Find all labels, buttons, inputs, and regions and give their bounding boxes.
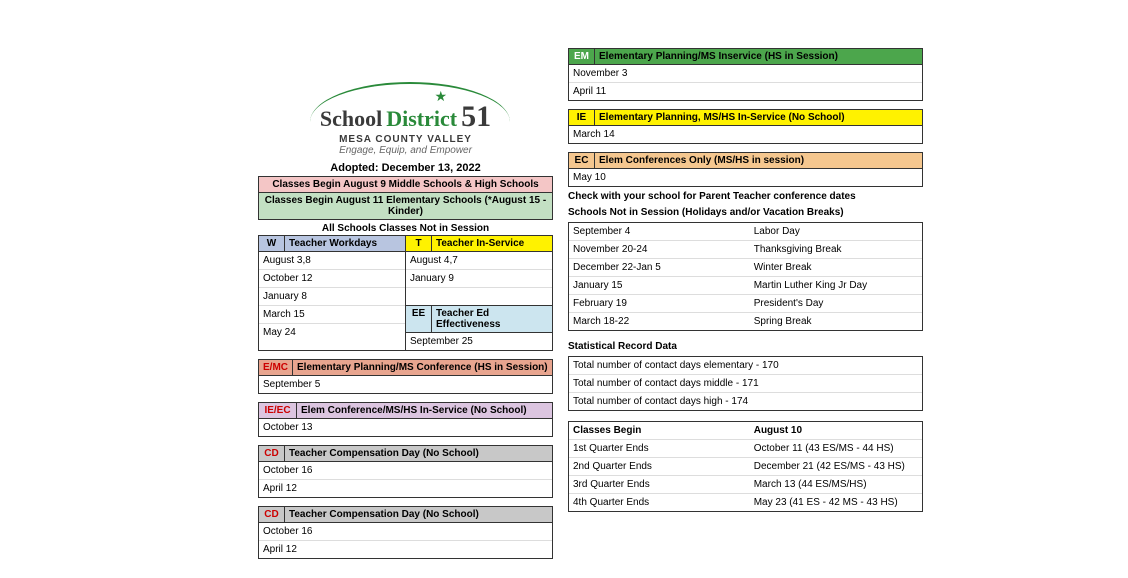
ec-date: May 10 — [569, 169, 922, 186]
holiday-name: Thanksgiving Break — [754, 244, 918, 255]
holidays-title: Schools Not in Session (Holidays and/or … — [568, 205, 923, 220]
quarter-name: 3rd Quarter Ends — [573, 479, 754, 490]
workdays-date: May 24 — [259, 324, 405, 341]
holiday-date: November 20-24 — [573, 244, 754, 255]
emc-code: E/MC — [259, 360, 293, 375]
ec-block: EC Elem Conferences Only (MS/HS in sessi… — [568, 152, 923, 187]
ieec-date: October 13 — [259, 419, 552, 436]
check-note: Check with your school for Parent Teache… — [568, 191, 923, 202]
quarter-date: October 11 (43 ES/MS - 44 HS) — [754, 443, 918, 454]
cd2-block: CD Teacher Compensation Day (No School) … — [258, 506, 553, 559]
inservice-date: January 9 — [406, 270, 552, 288]
ie-label: Elementary Planning, MS/HS In-Service (N… — [595, 110, 922, 125]
cd2-code: CD — [259, 507, 285, 522]
holiday-name: Martin Luther King Jr Day — [754, 280, 918, 291]
quarter-date: May 23 (41 ES - 42 MS - 43 HS) — [754, 497, 918, 508]
stat-row: Total number of contact days elementary … — [573, 360, 779, 371]
edeff-date: September 25 — [406, 333, 552, 350]
workdays-label: Teacher Workdays — [285, 236, 405, 251]
logo-sub: MESA COUNTY VALLEY — [320, 134, 491, 145]
em-label: Elementary Planning/MS Inservice (HS in … — [595, 49, 922, 64]
holiday-name: Labor Day — [754, 226, 918, 237]
holiday-name: Winter Break — [754, 262, 918, 273]
logo-district: District — [386, 106, 457, 132]
quarters-table: Classes Begin August 10 1st Quarter Ends… — [568, 421, 923, 512]
ie-code: IE — [569, 110, 595, 125]
workdays-code: W — [259, 236, 285, 251]
workdays-date: January 8 — [259, 288, 405, 306]
stat-row: Total number of contact days middle - 17… — [573, 378, 759, 389]
inservice-code: T — [406, 236, 432, 251]
ieec-label: Elem Conference/MS/HS In-Service (No Sch… — [297, 403, 552, 418]
emc-block: E/MC Elementary Planning/MS Conference (… — [258, 359, 553, 394]
workdays-date: March 15 — [259, 306, 405, 324]
inservice-spacer — [406, 288, 552, 305]
stat-row: Total number of contact days high - 174 — [573, 396, 748, 407]
holiday-name: President's Day — [754, 298, 918, 309]
workdays-date: August 3,8 — [259, 252, 405, 270]
logo-star-icon: ★ — [435, 88, 448, 105]
holiday-date: March 18-22 — [573, 316, 754, 327]
ie-block: IE Elementary Planning, MS/HS In-Service… — [568, 109, 923, 144]
workdays-date: October 12 — [259, 270, 405, 288]
ieec-code: IE/EC — [259, 403, 297, 418]
begin-ms-hs: Classes Begin August 9 Middle Schools & … — [258, 176, 553, 193]
inservice-date: August 4,7 — [406, 252, 552, 270]
quarter-name: 1st Quarter Ends — [573, 443, 754, 454]
cd1-date: April 12 — [259, 480, 552, 497]
ieec-block: IE/EC Elem Conference/MS/HS In-Service (… — [258, 402, 553, 437]
stat-table: Total number of contact days elementary … — [568, 356, 923, 411]
cd2-date: October 16 — [259, 523, 552, 541]
em-date: April 11 — [569, 83, 922, 100]
ie-date: March 14 — [569, 126, 922, 143]
not-in-session-title: All Schools Classes Not in Session — [258, 223, 553, 234]
holiday-date: December 22-Jan 5 — [573, 262, 754, 273]
classes-begin-label: Classes Begin — [573, 425, 754, 436]
adopted-date: Adopted: December 13, 2022 — [258, 162, 553, 174]
inservice-edeff-block: T Teacher In-Service August 4,7 January … — [406, 235, 553, 351]
holiday-name: Spring Break — [754, 316, 918, 327]
ec-label: Elem Conferences Only (MS/HS in session) — [595, 153, 922, 168]
holidays-table: September 4Labor Day November 20-24Thank… — [568, 222, 923, 331]
begin-elem: Classes Begin August 11 Elementary Schoo… — [258, 193, 553, 220]
ec-code: EC — [569, 153, 595, 168]
quarter-name: 2nd Quarter Ends — [573, 461, 754, 472]
cd1-label: Teacher Compensation Day (No School) — [285, 446, 552, 461]
inservice-label: Teacher In-Service — [432, 236, 552, 251]
logo-school: School — [320, 106, 382, 132]
cd1-code: CD — [259, 446, 285, 461]
em-code: EM — [569, 49, 595, 64]
em-block: EM Elementary Planning/MS Inservice (HS … — [568, 48, 923, 101]
edeff-code: EE — [406, 306, 432, 332]
cd1-date: October 16 — [259, 462, 552, 480]
quarter-date: March 13 (44 ES/MS/HS) — [754, 479, 918, 490]
cd2-date: April 12 — [259, 541, 552, 558]
em-date: November 3 — [569, 65, 922, 83]
classes-begin-date: August 10 — [754, 425, 918, 436]
holiday-date: September 4 — [573, 226, 754, 237]
holiday-date: February 19 — [573, 298, 754, 309]
emc-label: Elementary Planning/MS Conference (HS in… — [293, 360, 552, 375]
logo-num: 51 — [461, 100, 491, 134]
quarter-date: December 21 (42 ES/MS - 43 HS) — [754, 461, 918, 472]
logo-tag: Engage, Equip, and Empower — [320, 145, 491, 156]
quarter-name: 4th Quarter Ends — [573, 497, 754, 508]
stat-title: Statistical Record Data — [568, 339, 923, 354]
edeff-label: Teacher Ed Effectiveness — [432, 306, 552, 332]
workdays-block: W Teacher Workdays August 3,8 October 12… — [258, 235, 406, 351]
logo: ★ School District 51 MESA COUNTY VALLEY … — [258, 100, 553, 156]
emc-date: September 5 — [259, 376, 552, 393]
right-column: EM Elementary Planning/MS Inservice (HS … — [568, 48, 923, 512]
cd1-block: CD Teacher Compensation Day (No School) … — [258, 445, 553, 498]
cd2-label: Teacher Compensation Day (No School) — [285, 507, 552, 522]
holiday-date: January 15 — [573, 280, 754, 291]
workdays-inservice-row: W Teacher Workdays August 3,8 October 12… — [258, 235, 553, 351]
left-column: ★ School District 51 MESA COUNTY VALLEY … — [258, 100, 553, 559]
